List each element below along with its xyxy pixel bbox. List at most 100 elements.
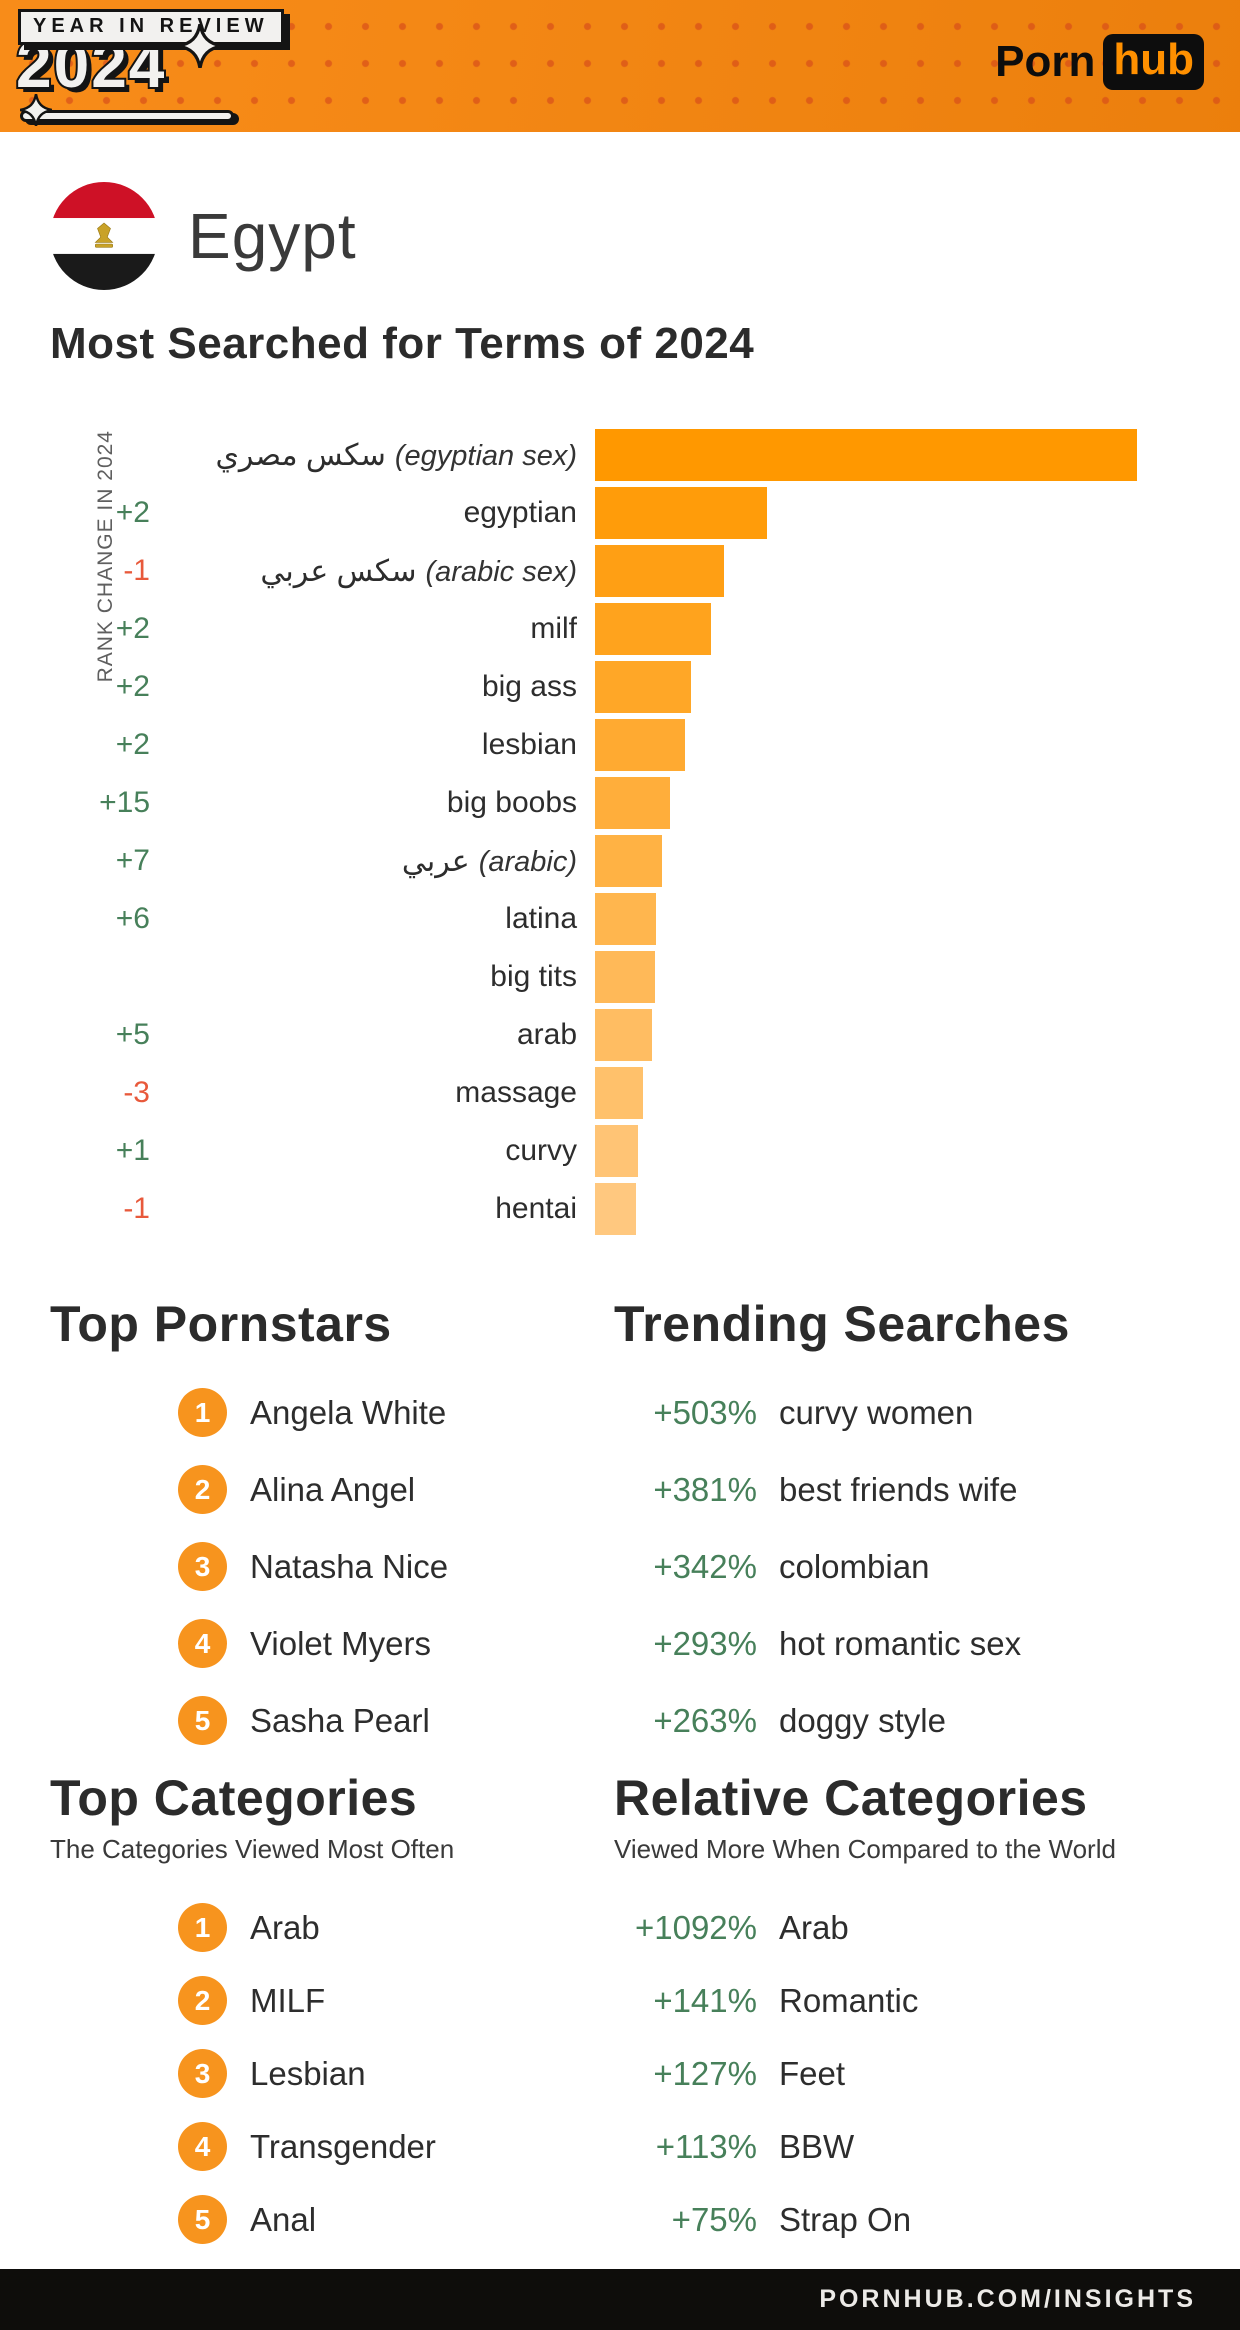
list-item: 4 Transgender: [50, 2110, 614, 2183]
term-label: latina: [150, 902, 595, 936]
relative-category-name: Romantic: [779, 1981, 919, 2019]
term-label: hentai: [150, 1192, 595, 1226]
bar-track: [595, 545, 1240, 598]
term-text: big tits: [490, 960, 577, 994]
term-label: big boobs: [150, 786, 595, 820]
relative-percent: +75%: [671, 2200, 757, 2238]
term-label: lesbian: [150, 728, 595, 762]
rank-number-badge: 5: [178, 2195, 227, 2245]
list-item: +1092% Arab: [614, 1891, 1200, 1964]
term-bar: [595, 429, 1137, 482]
chart-row: +6 latina: [0, 890, 1240, 948]
term-label: curvy: [150, 1134, 595, 1168]
rank-number-badge: 5: [178, 1696, 227, 1746]
term-text: arab: [516, 1018, 577, 1052]
top-categories-list: 1 Arab 2 MILF 3 Lesbian 4 Transgender: [50, 1891, 614, 2256]
list-item: +75% Strap On: [614, 2183, 1200, 2256]
rank-number-badge: 1: [178, 1388, 227, 1438]
relative-categories-title: Relative Categories: [614, 1770, 1088, 1827]
term-label: سكس مصري (egyptian sex): [150, 438, 595, 473]
term-label: big tits: [150, 960, 595, 994]
chart-rows: سكس مصري (egyptian sex) +2 egyptian -1 سك…: [0, 426, 1240, 1238]
rank-change-value: +2: [115, 670, 150, 704]
pornstar-name: Angela White: [250, 1393, 447, 1431]
category-name: MILF: [250, 1981, 326, 2019]
trend-term: doggy style: [779, 1701, 946, 1739]
rank-number-badge: 3: [178, 1542, 227, 1592]
term-text: big boobs: [446, 786, 577, 820]
relative-category-name: BBW: [779, 2127, 855, 2165]
trend-term: best friends wife: [779, 1470, 1018, 1508]
rank-number-badge: 4: [178, 2122, 227, 2172]
chart-row: +2 lesbian: [0, 716, 1240, 774]
bottom-sections: Top Categories The Categories Viewed Mos…: [0, 1759, 1240, 2256]
term-label: سكس عربي (arabic sex): [150, 554, 595, 589]
rank-change-value: +2: [115, 496, 150, 530]
relative-percent: +1092%: [634, 1908, 757, 1946]
term-label: big ass: [150, 670, 595, 704]
trend-term: hot romantic sex: [779, 1624, 1022, 1662]
term-arabic-text: سكس عربي: [260, 554, 417, 588]
relative-percent: +113%: [655, 2127, 757, 2165]
trend-percent: +503%: [653, 1393, 757, 1431]
top-pornstars-list: 1 Angela White 2 Alina Angel 3 Natasha N…: [50, 1374, 614, 1759]
trending-searches-list: +503% curvy women +381% best friends wif…: [614, 1374, 1200, 1759]
term-label: عربي (arabic): [150, 844, 595, 879]
rank-number-badge: 2: [178, 1465, 227, 1515]
term-bar: [595, 1125, 638, 1178]
chart-row: +5 arab: [0, 1006, 1240, 1064]
term-bar: [595, 1183, 636, 1236]
relative-percent: +127%: [653, 2054, 757, 2092]
trend-percent: +342%: [653, 1547, 757, 1585]
pornhub-logo: Porn hub: [995, 34, 1204, 90]
pornhub-logo-hub: hub: [1103, 34, 1204, 90]
list-item: 1 Angela White: [50, 1374, 614, 1451]
list-item: 4 Violet Myers: [50, 1605, 614, 1682]
category-name: Anal: [250, 2200, 317, 2238]
list-item: 2 Alina Angel: [50, 1451, 614, 1528]
bar-track: [595, 1067, 1240, 1120]
rank-change-value: -1: [123, 554, 150, 588]
chart-row: big tits: [0, 948, 1240, 1006]
bar-track: [595, 1183, 1240, 1236]
trend-percent: +293%: [653, 1624, 757, 1662]
term-text: curvy: [505, 1134, 577, 1168]
rank-number-badge: 4: [178, 1619, 227, 1669]
list-item: 1 Arab: [50, 1891, 614, 1964]
chart-row: +2 egyptian: [0, 484, 1240, 542]
term-bar: [595, 951, 655, 1004]
term-bar: [595, 661, 691, 714]
trend-term: colombian: [779, 1547, 930, 1585]
page-title: Most Searched for Terms of 2024: [50, 319, 755, 368]
list-item: +263% doggy style: [614, 1682, 1200, 1759]
sparkle-icon: [20, 94, 52, 126]
term-bar: [595, 893, 656, 946]
rank-number-badge: 3: [178, 2049, 227, 2099]
rank-number-badge: 1: [178, 1903, 227, 1953]
bar-track: [595, 1125, 1240, 1178]
egypt-flag-icon: [50, 182, 158, 290]
rank-change-value: +2: [115, 728, 150, 762]
term-arabic-text: عربي: [401, 844, 470, 878]
bar-track: [595, 893, 1240, 946]
bar-track: [595, 487, 1240, 540]
term-bar: [595, 777, 670, 830]
bar-track: [595, 429, 1240, 482]
relative-percent: +141%: [653, 1981, 757, 2019]
term-label: massage: [150, 1076, 595, 1110]
term-text: massage: [455, 1076, 577, 1110]
bar-track: [595, 603, 1240, 656]
list-item: 5 Anal: [50, 2183, 614, 2256]
trend-percent: +381%: [653, 1470, 757, 1508]
list-item: +503% curvy women: [614, 1374, 1200, 1451]
term-text: latina: [505, 902, 577, 936]
trending-searches-title: Trending Searches: [614, 1296, 1070, 1353]
rank-change-value: +2: [115, 612, 150, 646]
list-item: +141% Romantic: [614, 1964, 1200, 2037]
middle-sections: Top Pornstars 1 Angela White 2 Alina Ang…: [0, 1238, 1240, 1759]
relative-category-name: Arab: [779, 1908, 849, 1946]
list-item: +127% Feet: [614, 2037, 1200, 2110]
relative-categories-list: +1092% Arab +141% Romantic +127% Feet +1…: [614, 1891, 1200, 2256]
term-text: lesbian: [481, 728, 577, 762]
chart-row: -1 hentai: [0, 1180, 1240, 1238]
